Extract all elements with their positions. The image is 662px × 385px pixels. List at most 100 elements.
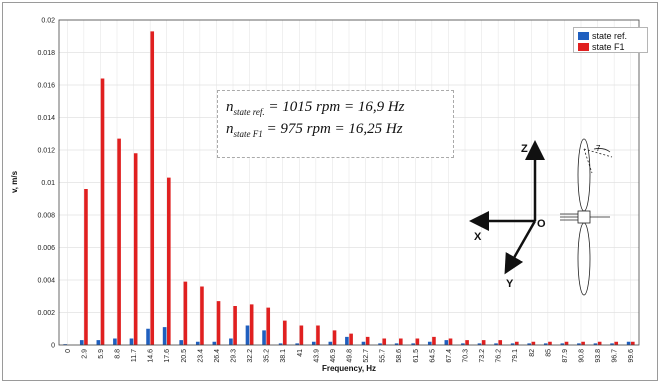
bar-state-ref xyxy=(96,340,101,345)
bar-state-f1 xyxy=(365,336,370,345)
bar-state-f1 xyxy=(597,341,602,345)
y-tick-label: 0.014 xyxy=(37,115,55,122)
bar-state-ref xyxy=(311,341,316,345)
bar-state-f1 xyxy=(200,286,204,345)
x-tick-label: 85 xyxy=(545,349,552,357)
bar-state-f1 xyxy=(448,338,453,345)
x-tick-label: 46.9 xyxy=(330,349,337,363)
x-axis-label: Frequency, Hz xyxy=(322,364,376,373)
bar-state-ref xyxy=(394,343,399,345)
bar-state-f1 xyxy=(266,307,271,345)
y-tick-label: 0 xyxy=(51,343,55,350)
bar-state-ref xyxy=(494,343,498,345)
legend-swatch-state-f1 xyxy=(578,42,589,51)
x-tick-label: 8.8 xyxy=(115,349,122,359)
bar-state-f1 xyxy=(498,340,503,345)
bar-state-ref xyxy=(361,341,366,345)
bar-state-ref xyxy=(79,340,84,345)
x-tick-label: 49.8 xyxy=(347,349,354,363)
bar-state-f1 xyxy=(167,177,171,345)
plot-area-border xyxy=(58,19,640,346)
x-tick-label: 43.9 xyxy=(313,349,320,363)
x-tick-label: 82 xyxy=(529,349,536,357)
angle-label: 7 xyxy=(596,144,601,153)
bar-state-ref xyxy=(129,338,134,345)
y-tick-label: 0.018 xyxy=(37,50,55,57)
bar-state-f1 xyxy=(515,341,519,345)
bar-state-f1 xyxy=(548,341,552,345)
x-tick-label: 20.5 xyxy=(181,349,188,363)
bar-state-f1 xyxy=(117,138,121,345)
bar-state-ref xyxy=(543,343,548,345)
tick-labels: 0 0.002 0.004 0.006 0.008 0.01 0.012 0.014 0.016… xyxy=(37,18,635,363)
bar-state-ref xyxy=(295,343,299,345)
x-tick-label: 67.4 xyxy=(446,349,453,363)
legend-item-state-ref: state ref. xyxy=(578,30,627,41)
bar-state-f1 xyxy=(465,340,469,345)
legend-item-state-f1: state F1 xyxy=(578,41,625,52)
bar-state-f1 xyxy=(100,78,105,345)
bar-state-f1 xyxy=(133,153,138,345)
origin-label: O xyxy=(537,218,546,230)
bar-state-f1 xyxy=(183,281,188,345)
bar-state-f1 xyxy=(564,341,569,345)
x-tick-label: 26.4 xyxy=(214,349,221,363)
x-tick-label: 23.4 xyxy=(197,349,204,363)
x-tick-label: 93.8 xyxy=(595,349,602,363)
y-tick-label: 0.02 xyxy=(41,18,55,25)
bar-state-f1 xyxy=(581,341,585,345)
x-tick-label: 2.9 xyxy=(81,349,88,359)
y-tick-label: 0.002 xyxy=(37,310,55,317)
y-axis-arrow xyxy=(504,220,537,275)
bar-state-ref xyxy=(328,341,333,345)
y-axis-label: v, m/s xyxy=(10,170,19,193)
x-tick-label: 14.6 xyxy=(148,349,155,363)
bar-state-ref xyxy=(378,343,382,345)
bar-state-ref xyxy=(262,330,266,345)
bar-state-f1 xyxy=(316,325,320,345)
x-tick-label: 90.8 xyxy=(579,349,586,363)
y-tick-label: 0.004 xyxy=(37,278,55,285)
x-tick-label: 5.9 xyxy=(98,349,105,359)
propeller-icon xyxy=(560,138,613,296)
y-axis-letter: Y xyxy=(506,278,514,290)
x-tick-label: 35.2 xyxy=(264,349,271,363)
bar-state-f1 xyxy=(233,306,237,345)
x-tick-label: 76.2 xyxy=(496,349,503,363)
bar-state-ref xyxy=(195,341,200,345)
z-axis-label: Z xyxy=(521,143,528,155)
bar-state-f1 xyxy=(415,338,420,345)
bar-state-f1 xyxy=(249,304,254,345)
bar-state-ref xyxy=(278,343,283,345)
y-tick-label: 0.008 xyxy=(37,213,55,220)
y-tick-label: 0.012 xyxy=(37,148,55,155)
bar-state-ref xyxy=(427,341,432,345)
bar-state-f1 xyxy=(349,333,353,345)
x-tick-label: 11.7 xyxy=(131,349,138,362)
bar-state-ref xyxy=(626,341,631,345)
x-tick-label: 38.1 xyxy=(280,349,287,363)
y-tick-label: 0.016 xyxy=(37,83,55,90)
x-tick-label: 96.7 xyxy=(612,349,619,363)
bar-state-f1 xyxy=(84,189,88,345)
bar-state-f1 xyxy=(283,320,287,345)
bars xyxy=(63,31,635,345)
bar-state-ref xyxy=(477,343,482,345)
x-tick-label: 58.6 xyxy=(396,349,403,363)
bar-state-ref xyxy=(146,328,150,345)
legend-label-state-f1: state F1 xyxy=(592,41,625,52)
bar-state-ref xyxy=(179,340,183,345)
bar-state-ref xyxy=(345,336,349,345)
rotation-speed-annotation: nstate ref. = 1015 rpm = 16,9 Hz nstate … xyxy=(217,90,454,158)
x-tick-label: 17.6 xyxy=(164,349,171,363)
y-tick-label: 0.01 xyxy=(41,180,55,187)
bar-state-f1 xyxy=(382,338,387,345)
annotation-line-state-f1: nstate F1 = 975 rpm = 16,25 Hz xyxy=(226,121,403,139)
bar-state-ref xyxy=(113,338,117,345)
x-tick-label: 55.7 xyxy=(380,349,387,363)
x-tick-label: 73.2 xyxy=(479,349,486,363)
bar-state-ref xyxy=(560,343,565,345)
bar-state-f1 xyxy=(332,330,337,345)
bar-state-f1 xyxy=(216,301,221,345)
x-tick-label: 32.2 xyxy=(247,349,254,363)
